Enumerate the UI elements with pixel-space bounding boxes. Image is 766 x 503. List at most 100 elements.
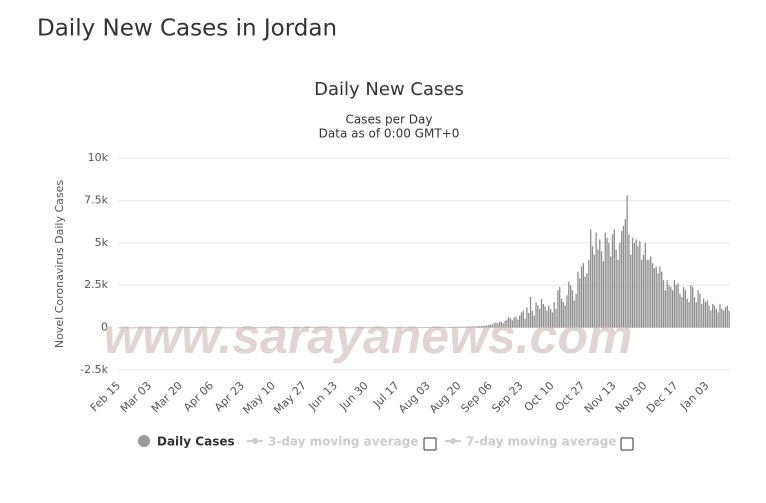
bar (706, 300, 708, 328)
bar (216, 327, 218, 329)
legend-checkbox[interactable] (423, 437, 437, 451)
bar (222, 327, 224, 329)
bar (160, 327, 162, 329)
bar (564, 305, 566, 328)
x-tick-label: Mar 20 (149, 379, 185, 415)
bar (453, 326, 455, 328)
bar (167, 327, 169, 329)
x-tick-label: Oct 10 (522, 379, 557, 414)
bar (697, 290, 699, 328)
bar (557, 290, 559, 328)
bar (127, 327, 129, 329)
bar (333, 327, 335, 329)
x-tick-label: Sep 23 (489, 379, 525, 415)
bar (518, 315, 521, 328)
bar (524, 318, 526, 328)
bar (580, 266, 583, 328)
bar (231, 327, 233, 329)
bar (659, 266, 661, 328)
bar (637, 246, 639, 328)
bar (358, 327, 360, 329)
bar (650, 256, 652, 328)
bar (211, 327, 213, 328)
bar (415, 327, 417, 329)
bar (675, 285, 677, 328)
chart-title: Daily New Cases (314, 79, 464, 100)
bar (378, 327, 381, 329)
bar (121, 327, 124, 329)
bar (433, 327, 435, 328)
x-tick-label: Aug 20 (427, 379, 464, 416)
bar (198, 327, 200, 328)
x-tick-label: Feb 15 (88, 379, 123, 414)
bar (489, 324, 492, 328)
bar (664, 290, 666, 328)
bar (342, 327, 344, 329)
y-tick-label: 10k (88, 151, 109, 164)
bar (546, 310, 548, 328)
bar (174, 327, 177, 329)
bar (205, 327, 207, 329)
bar (147, 327, 149, 329)
bar (626, 195, 628, 328)
bar (504, 320, 506, 328)
bar (407, 327, 410, 329)
bar (684, 290, 687, 328)
bar (542, 303, 544, 328)
bar (526, 307, 528, 328)
legend-label[interactable]: 3-day moving average (268, 435, 418, 449)
bar (571, 290, 574, 328)
bar (271, 327, 273, 329)
bar (187, 327, 189, 328)
bar (615, 249, 617, 328)
bar (262, 327, 264, 329)
bar (531, 310, 534, 328)
bar (284, 327, 286, 329)
bar (240, 327, 242, 329)
bar (242, 327, 244, 329)
bar (194, 327, 197, 328)
bar (178, 327, 180, 329)
bar (120, 327, 122, 329)
bar (560, 298, 563, 328)
bar (229, 327, 231, 329)
bar (590, 229, 592, 328)
bar (482, 326, 484, 328)
bar (325, 327, 328, 329)
bar (449, 327, 452, 328)
bar (180, 327, 182, 328)
bar (535, 302, 537, 328)
bar (309, 327, 311, 328)
bar (622, 225, 625, 328)
bar (717, 312, 719, 328)
bar (693, 297, 696, 328)
bar (559, 286, 561, 328)
legend-label[interactable]: 7-day moving average (466, 435, 616, 449)
bar (291, 327, 293, 329)
bar (318, 327, 320, 329)
bar (158, 327, 160, 329)
bar (258, 327, 260, 329)
bar (608, 242, 610, 328)
bar (384, 327, 386, 329)
bar (606, 237, 608, 328)
bar (344, 327, 346, 329)
x-tick-label: Aug 03 (396, 379, 433, 416)
bar (488, 325, 490, 328)
bar (704, 302, 707, 328)
bar (708, 305, 710, 328)
legend-checkbox[interactable] (620, 437, 634, 451)
bar (207, 327, 209, 329)
bar (569, 285, 572, 328)
bar (533, 315, 535, 328)
bar (451, 326, 453, 328)
legend-label[interactable]: Daily Cases (157, 435, 235, 449)
bar (602, 261, 605, 328)
bar (285, 327, 288, 329)
bar (406, 327, 408, 329)
bar (182, 327, 184, 328)
bar (673, 280, 676, 328)
bar (610, 256, 612, 328)
bar (189, 327, 191, 328)
